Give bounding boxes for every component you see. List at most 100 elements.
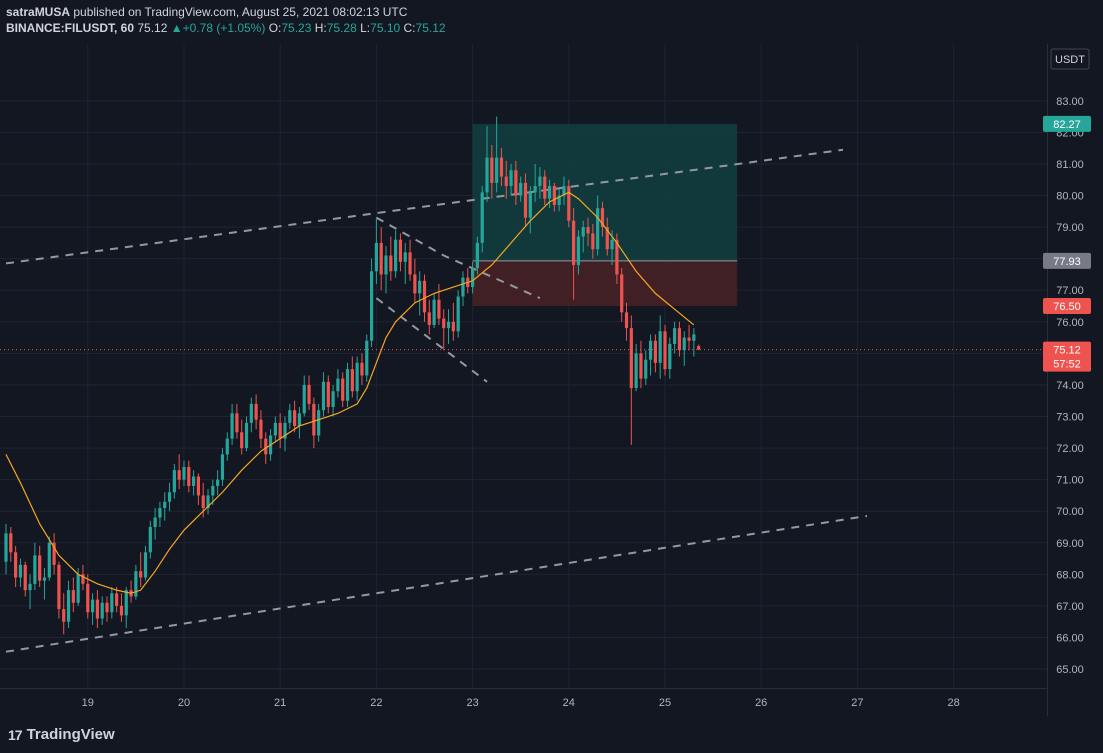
candle-body	[470, 268, 475, 288]
candle-body	[697, 346, 701, 350]
candle-body	[528, 192, 532, 218]
candle-body	[408, 252, 412, 275]
symbol-label: BINANCE:FILUSDT, 60	[6, 21, 135, 35]
candle-body	[668, 343, 672, 370]
candle-body	[158, 508, 162, 518]
open-value: 75.23	[281, 21, 312, 35]
time-tick-label: 19	[82, 697, 94, 709]
candle-body	[206, 495, 210, 509]
publish-info: published on TradingView.com, August 25,…	[73, 5, 408, 19]
candle-body	[331, 391, 335, 408]
candle-body	[644, 359, 648, 379]
candle-body	[576, 236, 581, 265]
candle-body	[658, 331, 662, 363]
candle-body	[249, 403, 253, 423]
candle-body	[369, 271, 374, 341]
candle-body	[634, 353, 638, 389]
time-tick-label: 21	[274, 697, 286, 709]
time-tick-label: 23	[466, 697, 478, 709]
candle-body	[62, 609, 66, 622]
high-label: H:	[314, 21, 327, 35]
candle-body	[66, 590, 71, 622]
candle-body	[259, 419, 263, 439]
price-tick-label: 83.00	[1056, 96, 1084, 108]
candle-body	[293, 410, 297, 426]
candle-body	[297, 413, 302, 426]
candle-body	[394, 239, 398, 272]
candle-body	[514, 170, 518, 196]
candle-body	[427, 312, 431, 325]
candle-body	[639, 353, 643, 379]
trendline[interactable]	[375, 297, 488, 383]
low-label: L:	[360, 21, 371, 35]
time-tick-label: 20	[178, 697, 190, 709]
trendline[interactable]	[375, 216, 541, 300]
candle-body	[4, 533, 8, 562]
candle-body	[139, 571, 143, 578]
price-tick-label: 77.00	[1056, 285, 1084, 297]
price-tick-label: 66.00	[1056, 632, 1084, 644]
candle-body	[504, 176, 508, 187]
price-axis[interactable]: USDT 65.00 66.00 67.00 68.00 69.00 70.00 71.00…	[1047, 44, 1090, 716]
candle-body	[581, 227, 585, 237]
position-zones	[472, 123, 738, 307]
candle-body	[336, 378, 340, 392]
brand[interactable]: 17 TradingView	[8, 726, 115, 743]
candle-body	[586, 227, 590, 234]
candle-body	[38, 555, 42, 581]
candle-body	[538, 176, 542, 187]
candle-body	[105, 602, 109, 613]
candle-body	[321, 381, 326, 411]
candle-body	[134, 571, 138, 597]
candle-body	[355, 362, 359, 392]
candle-body	[624, 312, 629, 329]
candle-body	[374, 242, 378, 272]
price-tick-label: 80.00	[1056, 191, 1084, 203]
candle-body	[191, 476, 196, 486]
footer-bar: 17 TradingView	[0, 716, 1103, 753]
price-tick-label: 76.00	[1056, 317, 1084, 329]
price-labels: 82.27 77.93 76.50 75.12 57:52	[1043, 115, 1091, 372]
chart-header: satraMUSA published on TradingView.com, …	[6, 4, 446, 36]
time-tick-label: 22	[370, 697, 382, 709]
candle-body	[76, 574, 80, 603]
low-value: 75.10	[370, 21, 401, 35]
candle-body	[273, 422, 277, 436]
candle-body	[350, 369, 354, 392]
candle-body	[95, 599, 99, 619]
candle-body	[557, 195, 561, 205]
currency-label-box[interactable]	[1050, 48, 1090, 70]
time-tick-label: 26	[755, 697, 767, 709]
candle-body	[172, 470, 176, 493]
candle-body	[317, 410, 321, 436]
price-label-box	[1043, 252, 1091, 269]
trendlines[interactable]	[5, 148, 868, 653]
candle-body	[499, 157, 504, 177]
candle-body	[495, 157, 499, 183]
candle-body	[28, 583, 32, 591]
candle-body	[153, 517, 157, 527]
publisher-name[interactable]: satraMUSA	[6, 5, 71, 19]
price-tick-label: 72.00	[1056, 443, 1084, 455]
candle-body	[475, 242, 479, 269]
trendline[interactable]	[5, 514, 868, 653]
candle-body	[615, 239, 619, 275]
candle-body	[610, 239, 614, 250]
candle-body	[47, 542, 51, 578]
time-axis[interactable]: 19 20 21 22 23 24 25 26 27 28	[0, 688, 1047, 710]
price-label-text: 82.27	[1053, 119, 1081, 131]
price-label-text: 77.93	[1053, 256, 1081, 268]
close-value: 75.12	[415, 21, 446, 35]
candle-body	[543, 176, 547, 199]
tradingview-logo-icon: 17	[8, 726, 23, 743]
candle-body	[620, 274, 624, 313]
candle-body	[240, 432, 244, 449]
candle-body	[42, 577, 47, 581]
candle-body	[379, 242, 383, 275]
time-tick-label: 27	[851, 697, 863, 709]
candle-body	[9, 533, 13, 553]
price-tick-label: 71.00	[1056, 475, 1084, 487]
target-zone	[472, 123, 738, 261]
trendline[interactable]	[5, 148, 844, 265]
